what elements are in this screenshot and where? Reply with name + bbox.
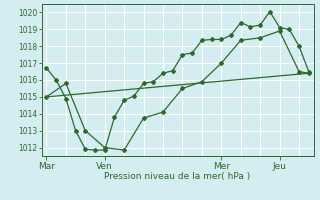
X-axis label: Pression niveau de la mer( hPa ): Pression niveau de la mer( hPa ) [104,172,251,181]
